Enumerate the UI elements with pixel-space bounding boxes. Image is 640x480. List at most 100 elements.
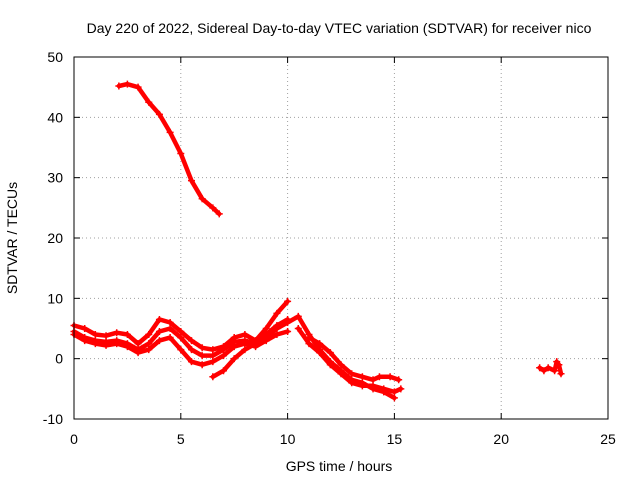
data-point	[337, 361, 345, 369]
data-point	[375, 373, 383, 381]
y-axis-label: SDTVAR / TECUs	[4, 182, 20, 294]
y-tick-label: 50	[47, 49, 63, 65]
data-point	[358, 373, 366, 381]
x-tick-label: 15	[387, 431, 403, 447]
data-point	[252, 340, 260, 348]
x-tick-label: 5	[177, 431, 185, 447]
data-point	[187, 346, 195, 354]
data-point	[380, 385, 388, 393]
data-point	[187, 337, 195, 345]
data-point	[397, 385, 405, 393]
data-point	[284, 328, 292, 336]
data-point	[220, 367, 228, 375]
data-point	[326, 349, 334, 357]
data-point	[166, 128, 174, 136]
data-point	[230, 355, 238, 363]
data-point	[123, 331, 131, 339]
data-point	[209, 346, 217, 354]
data-point	[337, 370, 345, 378]
series-high-arc	[115, 80, 223, 218]
data-point	[390, 394, 398, 402]
data-point	[113, 329, 121, 337]
series-track-a	[70, 297, 292, 354]
data-point	[209, 373, 217, 381]
data-point	[273, 331, 281, 339]
data-point	[198, 361, 206, 369]
data-point	[262, 334, 270, 342]
data-point	[209, 204, 217, 212]
data-point	[215, 210, 223, 218]
y-tick-label: 40	[47, 109, 63, 125]
data-point	[305, 334, 313, 342]
y-tick-label: -10	[43, 411, 63, 427]
data-point	[102, 332, 110, 340]
data-point	[155, 110, 163, 118]
data-point	[305, 340, 313, 348]
x-tick-label: 10	[280, 431, 296, 447]
data-point	[386, 373, 394, 381]
series-line	[306, 335, 401, 383]
data-point	[198, 352, 206, 360]
data-point	[155, 315, 163, 323]
data-point	[134, 349, 142, 357]
x-tick-label: 0	[70, 431, 78, 447]
data-point	[145, 98, 153, 106]
data-point	[348, 379, 356, 387]
x-tick-label: 20	[493, 431, 509, 447]
y-tick-label: 10	[47, 290, 63, 306]
data-point	[348, 370, 356, 378]
series-track-f	[305, 334, 403, 384]
data-point	[262, 325, 270, 332]
data-point	[145, 346, 153, 354]
data-point	[187, 177, 195, 185]
y-tick-label: 0	[55, 351, 63, 367]
series-track-e	[294, 325, 405, 396]
data-point	[544, 364, 552, 372]
data-point	[155, 328, 163, 336]
data-point	[230, 343, 238, 351]
data-point	[102, 341, 110, 349]
data-point	[284, 297, 292, 305]
data-point	[220, 352, 228, 360]
data-point	[134, 83, 142, 91]
data-point	[395, 376, 403, 384]
data-point	[540, 367, 548, 375]
data-point	[91, 331, 99, 339]
data-point	[81, 337, 89, 345]
data-point	[177, 346, 185, 354]
axis-ticks: 0 5 10 15 20 25 -10 0 10 20 30 40 50	[43, 49, 616, 447]
data-point	[369, 382, 377, 390]
data-point	[145, 331, 153, 339]
data-point	[369, 376, 377, 384]
y-tick-label: 20	[47, 230, 63, 246]
y-tick-label: 30	[47, 170, 63, 186]
data-point	[316, 340, 324, 348]
data-point	[123, 343, 131, 351]
data-point	[241, 346, 249, 354]
data-point	[134, 340, 142, 348]
data-point	[198, 195, 206, 203]
data-point	[536, 364, 544, 372]
data-point	[326, 361, 334, 369]
data-point	[220, 346, 228, 354]
data-point	[358, 382, 366, 390]
data-point	[155, 337, 163, 345]
data-point	[390, 388, 398, 396]
data-point	[284, 318, 292, 326]
data-point	[294, 325, 302, 332]
data-point	[166, 318, 174, 326]
data-point	[209, 358, 217, 366]
data-point	[198, 344, 206, 352]
data-point	[294, 312, 302, 320]
data-point	[273, 325, 281, 332]
data-point	[187, 358, 195, 366]
data-point	[177, 334, 185, 342]
data-point	[209, 352, 217, 360]
chart-title: Day 220 of 2022, Sidereal Day-to-day VTE…	[87, 20, 592, 36]
data-point	[166, 325, 174, 332]
data-point	[91, 340, 99, 348]
data-point	[316, 349, 324, 357]
series-late-cluster	[536, 358, 565, 378]
